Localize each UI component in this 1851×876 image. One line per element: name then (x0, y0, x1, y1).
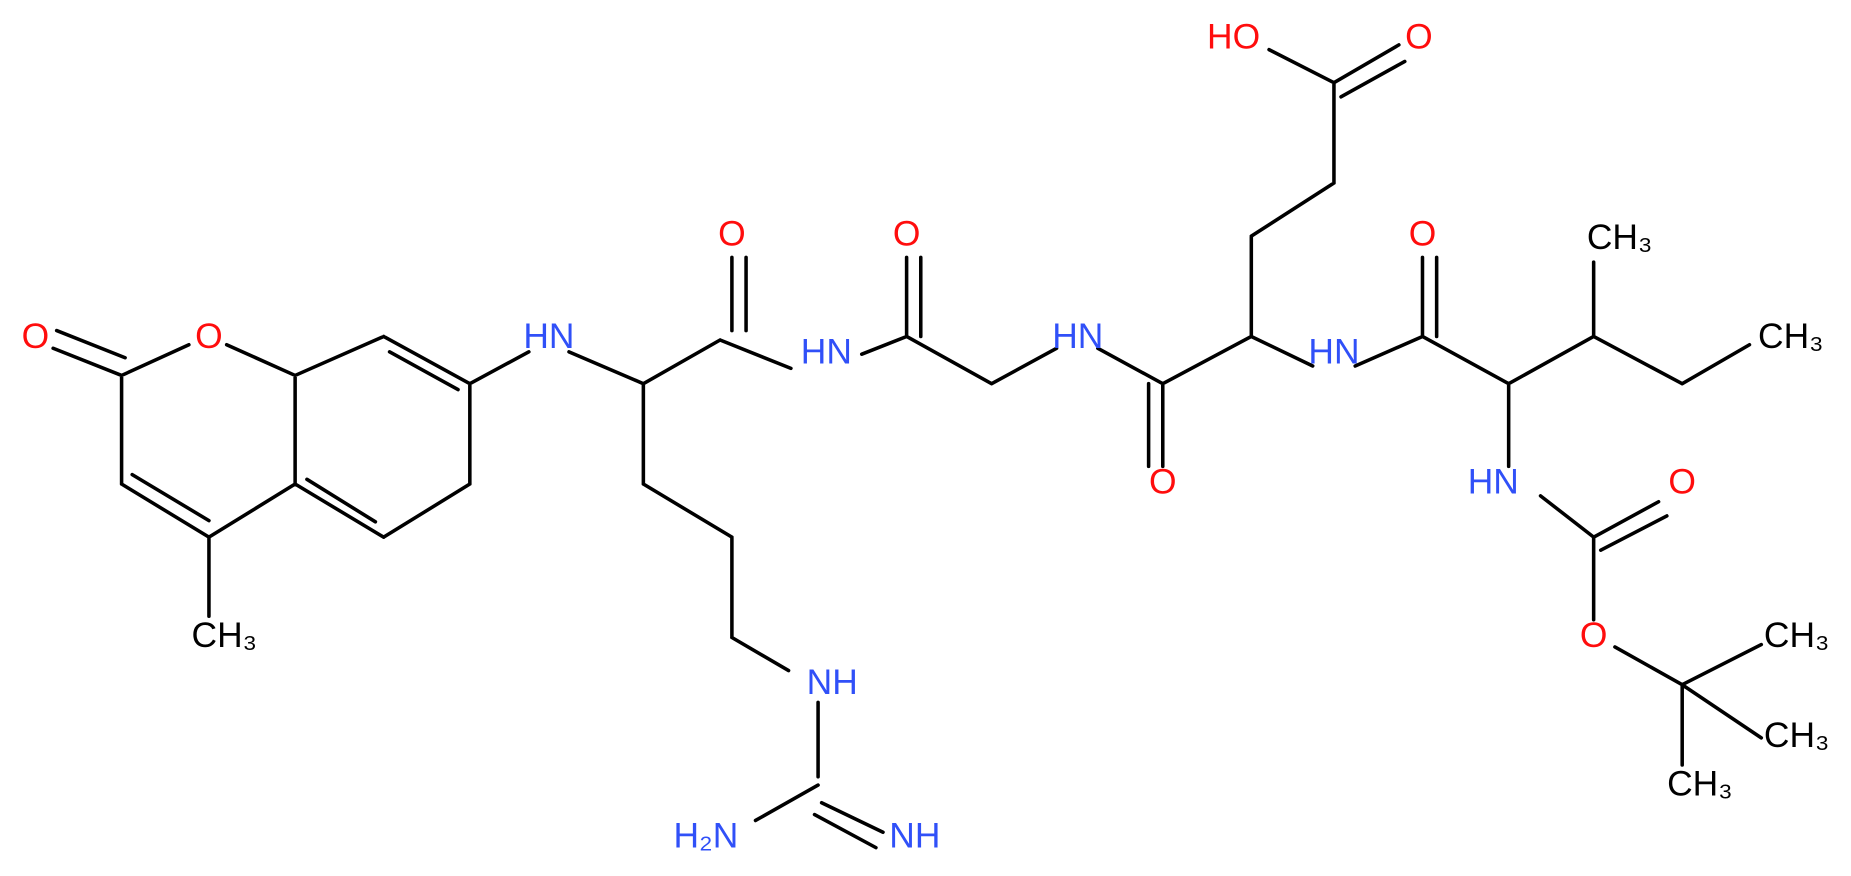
atom-label: O (718, 213, 746, 253)
atom-label: H₂N (673, 816, 738, 856)
atom-label: HN (1308, 332, 1359, 372)
atom-label: HN (801, 332, 852, 372)
atom-label: CH₃ (1587, 217, 1653, 257)
atom-label: CH₃ (1764, 715, 1830, 755)
atom-label: CH₃ (1667, 764, 1733, 804)
bond-lines (51, 43, 1764, 850)
atom-label: O (1149, 461, 1177, 501)
atom-label: CH₃ (1764, 615, 1830, 655)
atom-label: HN (1052, 316, 1103, 356)
atoms: O O CH₃ HN O HN NH H₂N NH O HN O HO O HN… (22, 16, 1830, 855)
atom-label: O (893, 213, 921, 253)
atom-label: NH (807, 662, 858, 702)
atom-label: HN (1468, 461, 1519, 501)
atom-label: NH (889, 816, 940, 856)
atom-label: CH₃ (1758, 316, 1824, 356)
atom-label: HN (523, 316, 574, 356)
bonds (51, 43, 1764, 850)
atom-label: CH₃ (192, 615, 258, 655)
atom-label: O (1405, 16, 1433, 56)
atom-label: O (1580, 615, 1608, 655)
atom-label: HO (1207, 16, 1260, 56)
atom-label: O (195, 316, 223, 356)
atom-label: O (1409, 213, 1437, 253)
atom-label: O (1668, 461, 1696, 501)
atom-label: O (22, 316, 50, 356)
